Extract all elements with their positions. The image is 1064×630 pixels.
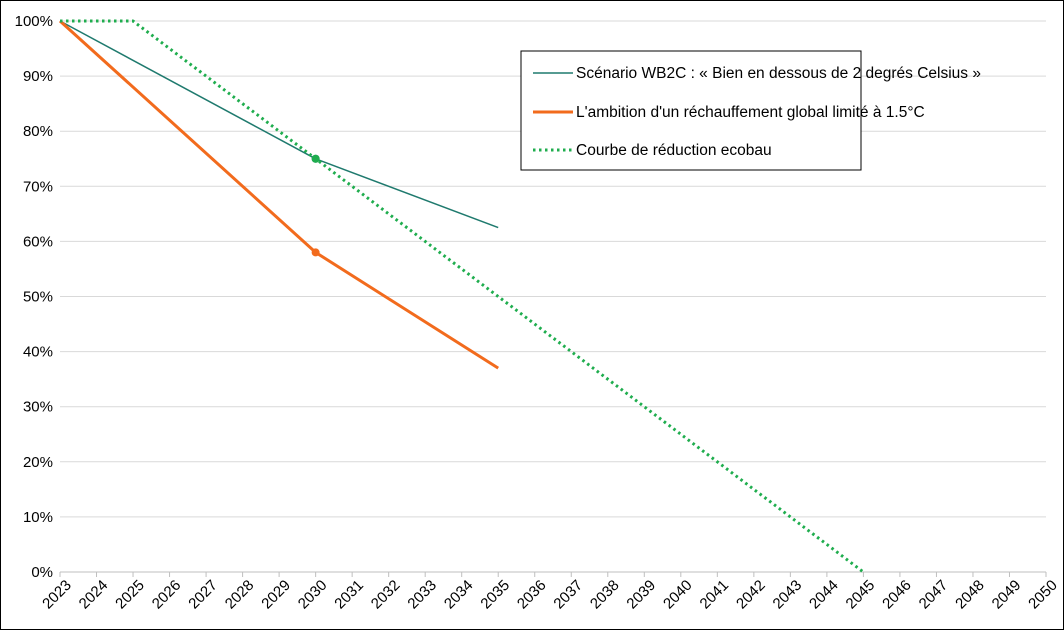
data-point-marker	[311, 248, 320, 257]
y-tick-label: 80%	[23, 123, 53, 140]
y-axis-tick-labels: 0% 10% 20% 30% 40% 50% 60% 70% 80% 90% 100%	[15, 13, 53, 581]
x-axis	[59, 571, 1047, 577]
y-tick-label: 30%	[23, 399, 53, 416]
y-tick-label: 50%	[23, 289, 53, 306]
legend-label: Courbe de réduction ecobau	[576, 142, 772, 159]
x-tick-label: 2027	[185, 577, 221, 613]
series-lines	[58, 19, 865, 574]
y-tick-label: 100%	[15, 13, 53, 30]
x-tick-label: 2026	[149, 577, 185, 613]
y-tick-label: 90%	[23, 68, 53, 85]
series-line-1	[59, 20, 499, 229]
x-tick-label: 2042	[733, 577, 769, 613]
x-tick-label: 2045	[843, 577, 879, 613]
x-tick-label: 2039	[624, 577, 660, 613]
y-tick-label: 70%	[23, 178, 53, 195]
legend: Scénario WB2C : « Bien en dessous de 2 d…	[520, 50, 981, 171]
x-tick-label: 2030	[295, 577, 331, 613]
x-tick-label: 2037	[550, 577, 586, 613]
legend-box	[520, 50, 862, 171]
y-tick-label: 60%	[23, 233, 53, 250]
x-tick-label: 2041	[697, 577, 733, 613]
y-tick-label: 0%	[31, 564, 53, 581]
x-tick-label: 2040	[660, 577, 696, 613]
x-tick-label: 2023	[39, 577, 75, 613]
x-tick-label: 2024	[76, 577, 112, 613]
x-tick-label: 2047	[916, 577, 952, 613]
y-tick-label: 20%	[23, 454, 53, 471]
series-line-2	[58, 19, 500, 370]
data-point-marker	[311, 154, 320, 163]
x-tick-label: 2036	[514, 577, 550, 613]
x-tick-label: 2032	[368, 577, 404, 613]
x-tick-label: 2028	[222, 577, 258, 613]
legend-label: L'ambition d'un réchauffement global lim…	[576, 104, 925, 121]
x-tick-label: 2044	[806, 577, 842, 613]
x-tick-label: 2034	[441, 577, 477, 613]
x-tick-label: 2046	[879, 577, 915, 613]
x-tick-label: 2049	[989, 577, 1025, 613]
x-tick-label: 2043	[770, 577, 806, 613]
y-tick-label: 40%	[23, 344, 53, 361]
y-tick-label: 10%	[23, 509, 53, 526]
x-tick-label: 2025	[112, 577, 148, 613]
x-tick-label: 2038	[587, 577, 623, 613]
series-line-3	[60, 19, 865, 574]
x-tick-label: 2050	[1025, 577, 1061, 613]
x-tick-label: 2031	[331, 577, 367, 613]
x-tick-label: 2048	[952, 577, 988, 613]
x-tick-label: 2035	[477, 577, 513, 613]
x-axis-tick-labels: 2023 2024 2025 2026 2027 2028 2029 2030 2031 2032…	[39, 577, 1061, 613]
x-tick-label: 2033	[404, 577, 440, 613]
x-tick-label: 2029	[258, 577, 294, 613]
legend-label: Scénario WB2C : « Bien en dessous de 2 d…	[576, 65, 981, 82]
